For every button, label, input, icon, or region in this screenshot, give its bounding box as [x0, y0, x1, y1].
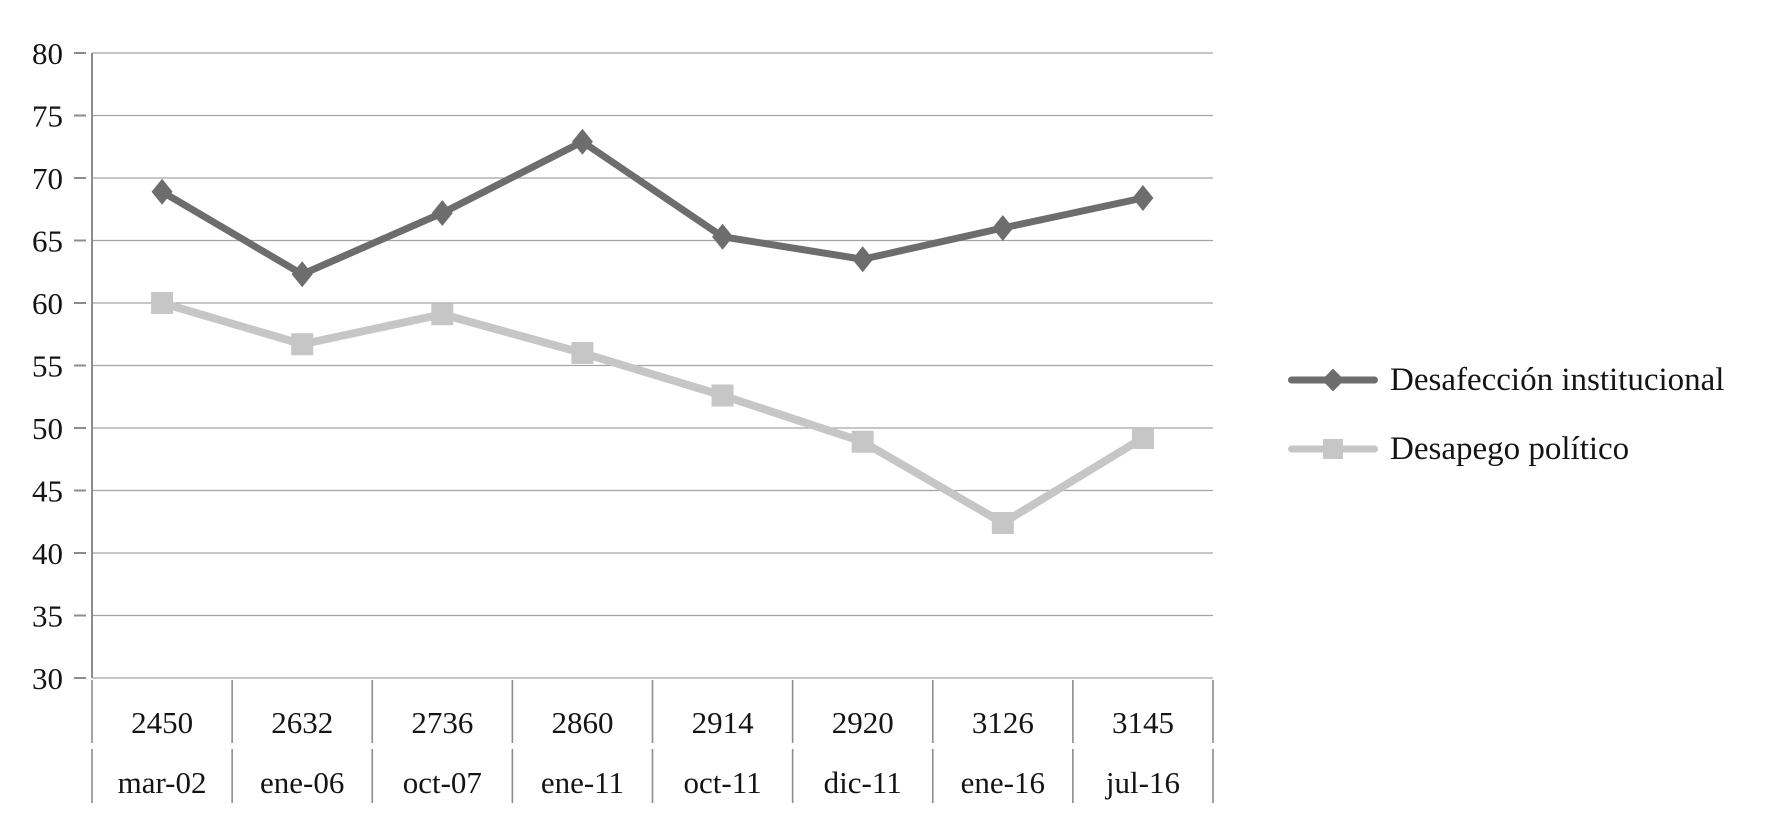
x-axis-label-study-number: 3126 — [972, 705, 1034, 740]
y-axis-label: 40 — [32, 536, 63, 571]
y-axis-label: 55 — [32, 349, 63, 384]
x-axis-label-study-number: 2920 — [832, 705, 894, 740]
x-axis-label-study-number: 2450 — [131, 705, 193, 740]
data-point-square — [991, 512, 1014, 534]
data-point-square — [291, 333, 314, 356]
legend-square-line-icon — [1288, 435, 1378, 463]
y-axis-label: 80 — [32, 36, 63, 71]
legend-label-desapego: Desapego político — [1390, 430, 1630, 467]
data-point-square — [151, 292, 174, 314]
x-axis-label-date: mar-02 — [118, 765, 207, 800]
x-axis-label-date: oct-07 — [403, 765, 482, 800]
y-axis-label: 65 — [32, 224, 63, 259]
square-marker-icon — [1323, 439, 1343, 459]
data-point-square — [711, 384, 734, 407]
data-point-diamond — [431, 200, 453, 226]
data-point-square — [1131, 427, 1154, 449]
y-axis-label: 45 — [32, 474, 63, 509]
data-point-diamond — [712, 223, 734, 250]
data-point-square — [851, 430, 874, 453]
x-axis-label-study-number: 2914 — [692, 705, 755, 740]
x-axis-label-date: jul-16 — [1105, 765, 1180, 800]
y-axis: 80 75 70 65 60 55 50 45 40 35 30 — [32, 36, 93, 696]
x-axis-label-date: ene-11 — [541, 765, 624, 800]
y-axis-label: 60 — [32, 286, 63, 321]
legend-item-desafeccion-institucional: Desafección institucional — [1288, 358, 1724, 402]
y-axis-label: 50 — [32, 411, 63, 446]
y-axis-label: 70 — [32, 161, 63, 196]
data-point-diamond — [992, 215, 1014, 241]
data-point-diamond — [1132, 185, 1154, 211]
data-point-diamond — [151, 178, 173, 205]
data-point-diamond — [571, 128, 593, 155]
legend: Desafección institucional Desapego polít… — [1288, 358, 1724, 471]
data-point-square — [571, 342, 594, 364]
data-point-diamond — [291, 261, 313, 288]
y-axis-label: 30 — [32, 661, 63, 696]
y-axis-label: 35 — [32, 599, 63, 634]
legend-diamond-line-icon — [1288, 366, 1378, 394]
data-point-diamond — [852, 246, 874, 273]
x-axis-label-date: ene-06 — [260, 765, 344, 800]
x-axis-label-date: ene-16 — [961, 765, 1045, 800]
series-line-0 — [158, 138, 1147, 278]
data-series — [151, 128, 1154, 534]
y-axis-label: 75 — [32, 99, 63, 134]
data-point-square — [431, 303, 454, 326]
x-axis-label-date: dic-11 — [824, 765, 902, 800]
diamond-marker-icon — [1321, 368, 1345, 392]
series-line-1 — [158, 299, 1147, 527]
x-axis-label-study-number: 2860 — [551, 705, 613, 740]
legend-item-desapego-politico: Desapego político — [1288, 427, 1724, 471]
gridlines — [92, 52, 1213, 679]
legend-label-desafeccion: Desafección institucional — [1390, 361, 1725, 398]
x-axis-label-study-number: 2736 — [411, 705, 473, 740]
x-axis-label-study-number: 2632 — [271, 705, 333, 740]
x-axis-table: 2450 2632 2736 2860 2914 2920 3126 3145 mar-02 en… — [91, 680, 1214, 803]
x-axis-label-study-number: 3145 — [1112, 705, 1174, 740]
x-axis-label-date: oct-11 — [684, 765, 762, 800]
